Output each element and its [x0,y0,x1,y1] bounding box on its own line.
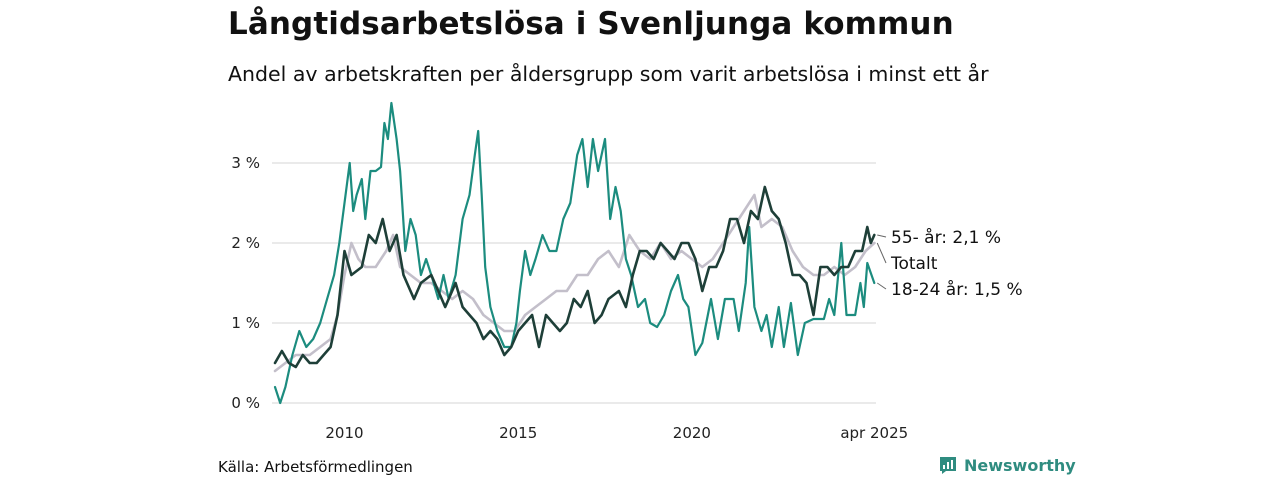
series-line-totalt [273,193,876,373]
end-labels: Totalt 18-24 år: 1,5 % 55- år: 2,1 % [876,227,1023,300]
series-lines [273,101,876,405]
brand-name: Newsworthy [964,455,1076,475]
y-tick-label: 2 % [231,234,260,252]
end-label-leader [877,234,887,238]
chart-title: Långtidsarbetslösa i Svenljunga kommun [228,6,954,42]
end-label-age_18_24: 18-24 år: 1,5 % [891,279,1023,300]
chart-subtitle: Andel av arbetskraften per åldersgrupp s… [228,62,989,86]
y-tick-label: 3 % [231,154,260,172]
end-label-leader [876,242,887,264]
source-note: Källa: Arbetsförmedlingen [218,458,413,476]
y-tick-label: 0 % [231,394,260,412]
end-label-totalt: Totalt [890,254,938,274]
y-tick-label: 1 % [231,314,260,332]
x-tick-label: 2020 [673,424,711,442]
brand-logo: Newsworthy [938,455,1076,475]
y-axis-labels: 0 % 1 % 2 % 3 % [231,154,260,412]
x-tick-label: 2010 [325,424,363,442]
end-label-age_55: 55- år: 2,1 % [891,227,1001,248]
x-axis-labels: 2010 2015 2020 apr 2025 [325,424,908,442]
x-tick-label: apr 2025 [840,424,908,442]
x-tick-label: 2015 [499,424,537,442]
series-line-age_18_24 [273,101,876,405]
series-line-age_55 [273,185,876,369]
newsworthy-logo-icon [940,457,956,474]
end-label-leader [876,282,887,290]
